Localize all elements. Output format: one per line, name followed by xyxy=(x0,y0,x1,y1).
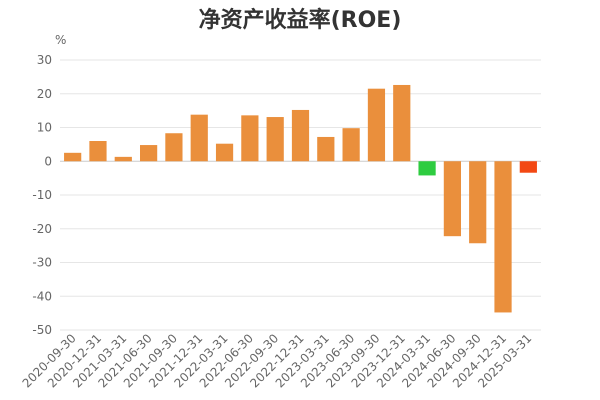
bar-2024-03-31 xyxy=(418,161,436,176)
y-tick-label: 10 xyxy=(37,121,52,135)
chart-title: 净资产收益率(ROE) xyxy=(198,8,402,33)
y-axis-ticks: 30 20 10 0 -10 -20 -30 -40 -50 xyxy=(32,53,52,337)
bar-2021-06-30 xyxy=(140,145,158,162)
bar-2023-06-30 xyxy=(342,128,360,162)
y-tick-label: -40 xyxy=(32,289,52,303)
grid-lines xyxy=(60,59,541,331)
y-tick-label: 20 xyxy=(37,87,52,101)
bar-2021-09-30 xyxy=(165,133,183,162)
y-unit-label: % xyxy=(55,33,66,47)
bar-2022-09-30 xyxy=(266,117,284,162)
y-tick-label: 30 xyxy=(37,53,52,67)
bar-2021-12-31 xyxy=(190,114,208,162)
bar-2020-12-31 xyxy=(89,141,107,162)
bar-2024-12-31 xyxy=(494,161,512,313)
y-tick-label: -30 xyxy=(32,256,52,270)
bar-2022-03-31 xyxy=(215,143,234,162)
bar-2020-09-30 xyxy=(64,152,82,162)
bar-2021-03-31 xyxy=(114,156,132,162)
bars xyxy=(64,84,537,313)
y-tick-label: 0 xyxy=(44,154,52,168)
y-tick-label: -50 xyxy=(32,323,52,337)
y-tick-label: -10 xyxy=(32,188,52,202)
bar-2023-09-30 xyxy=(367,88,386,162)
bar-2023-12-31 xyxy=(393,84,411,162)
x-axis-ticks: 2020-09-302020-12-312021-03-312021-06-30… xyxy=(20,331,535,390)
bar-2025-03-31 xyxy=(519,161,537,173)
bar-2022-06-30 xyxy=(241,115,259,162)
bar-2023-03-31 xyxy=(317,136,335,162)
bar-2022-12-31 xyxy=(291,109,310,162)
bar-2024-09-30 xyxy=(469,161,487,244)
bar-2024-06-30 xyxy=(443,161,461,237)
y-tick-label: -20 xyxy=(32,222,52,236)
